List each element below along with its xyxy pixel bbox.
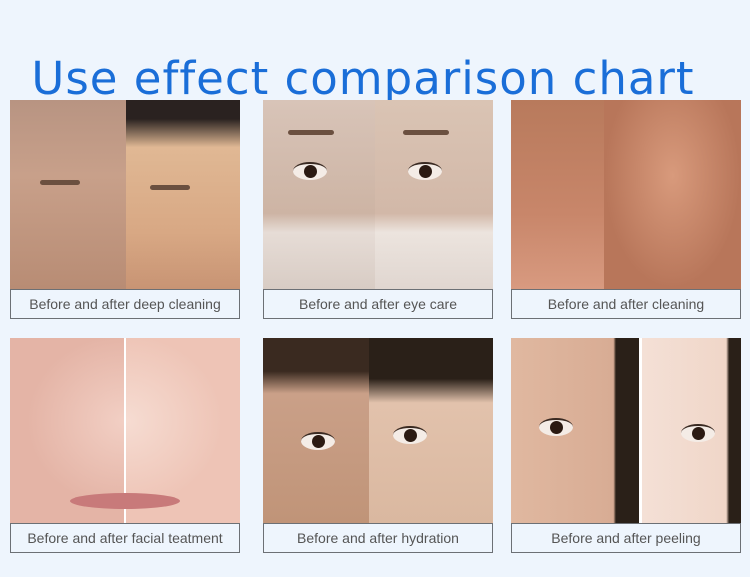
before-after-photo [10,100,240,289]
before-after-photo [10,338,240,523]
page-title: Use effect comparison chart [31,52,695,106]
caption: Before and after eye care [263,289,493,319]
comparison-card-peeling: Before and after peeling [511,338,741,553]
caption: Before and after cleaning [511,289,741,319]
comparison-card-facial-treatment: Before and after facial teatment [10,338,240,553]
before-after-photo [263,100,493,289]
before-after-photo [511,338,741,523]
before-after-photo [263,338,493,523]
comparison-card-deep-cleaning: Before and after deep cleaning [10,100,240,319]
caption: Before and after deep cleaning [10,289,240,319]
caption: Before and after peeling [511,523,741,553]
comparison-card-hydration: Before and after hydration [263,338,493,553]
comparison-card-cleaning: Before and after cleaning [511,100,741,319]
before-after-photo [511,100,741,289]
caption: Before and after hydration [263,523,493,553]
caption: Before and after facial teatment [10,523,240,553]
comparison-card-eye-care: Before and after eye care [263,100,493,319]
